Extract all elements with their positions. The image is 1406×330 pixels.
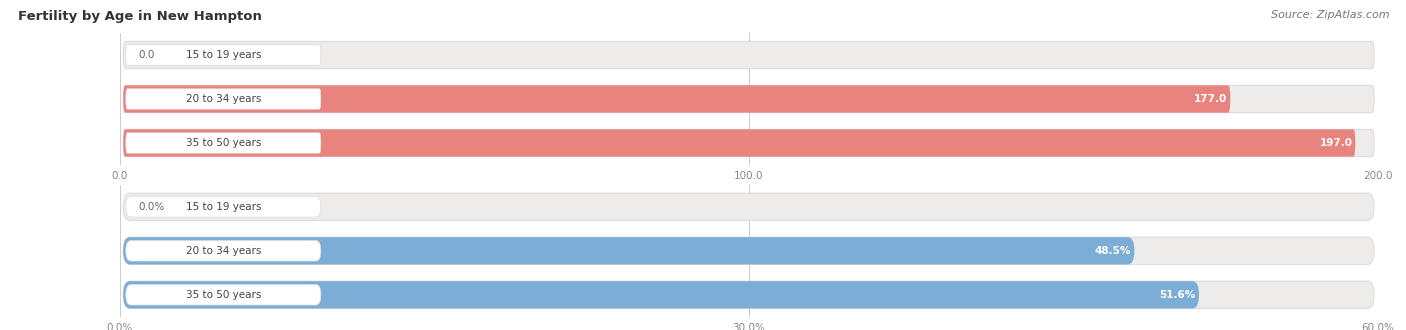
FancyBboxPatch shape xyxy=(124,41,1374,69)
Text: 197.0: 197.0 xyxy=(1320,138,1353,148)
Text: 15 to 19 years: 15 to 19 years xyxy=(186,202,262,212)
FancyBboxPatch shape xyxy=(124,129,1374,157)
Text: Source: ZipAtlas.com: Source: ZipAtlas.com xyxy=(1271,10,1389,20)
Text: 20 to 34 years: 20 to 34 years xyxy=(186,94,262,104)
FancyBboxPatch shape xyxy=(124,85,1230,113)
Text: Fertility by Age in New Hampton: Fertility by Age in New Hampton xyxy=(18,10,262,23)
Text: 15 to 19 years: 15 to 19 years xyxy=(186,50,262,60)
Text: 48.5%: 48.5% xyxy=(1094,246,1130,256)
Text: 51.6%: 51.6% xyxy=(1159,290,1195,300)
FancyBboxPatch shape xyxy=(124,237,1374,264)
FancyBboxPatch shape xyxy=(125,284,321,305)
FancyBboxPatch shape xyxy=(125,133,321,153)
FancyBboxPatch shape xyxy=(125,241,321,261)
Text: 35 to 50 years: 35 to 50 years xyxy=(186,138,262,148)
FancyBboxPatch shape xyxy=(125,45,321,65)
FancyBboxPatch shape xyxy=(125,197,321,217)
FancyBboxPatch shape xyxy=(124,281,1199,309)
FancyBboxPatch shape xyxy=(124,237,1135,264)
Text: 35 to 50 years: 35 to 50 years xyxy=(186,290,262,300)
Text: 20 to 34 years: 20 to 34 years xyxy=(186,246,262,256)
FancyBboxPatch shape xyxy=(125,89,321,109)
Text: 0.0: 0.0 xyxy=(138,50,155,60)
FancyBboxPatch shape xyxy=(124,129,1355,157)
Text: 177.0: 177.0 xyxy=(1194,94,1227,104)
FancyBboxPatch shape xyxy=(124,281,1374,309)
Text: 0.0%: 0.0% xyxy=(138,202,165,212)
FancyBboxPatch shape xyxy=(124,85,1374,113)
FancyBboxPatch shape xyxy=(124,193,1374,220)
